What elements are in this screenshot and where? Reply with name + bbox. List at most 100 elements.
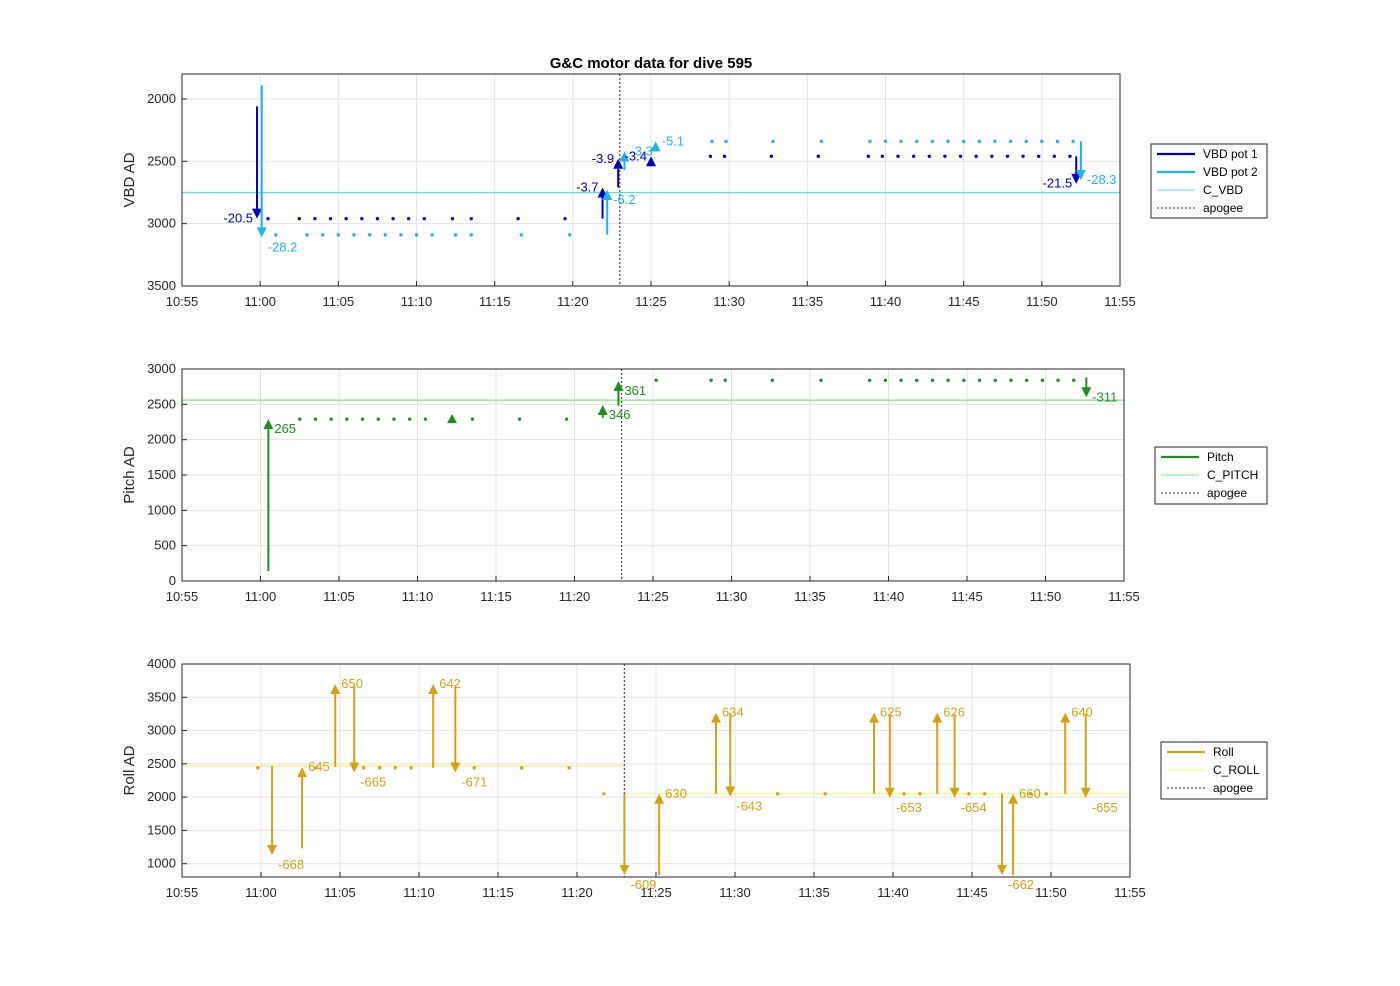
panel-pitch: 10:55 11:00 11:05 11:10 11:15 11:20 11:25 11:30… bbox=[121, 361, 1268, 604]
data-point bbox=[407, 417, 412, 421]
motor-arrow-head bbox=[1060, 712, 1071, 723]
data-point bbox=[1072, 378, 1076, 383]
x-tick-label: 11:45 bbox=[951, 589, 983, 604]
data-point bbox=[990, 154, 994, 159]
motor-arrow-head bbox=[650, 141, 661, 152]
data-point bbox=[866, 154, 871, 159]
data-point bbox=[450, 216, 455, 221]
legend-box bbox=[1150, 143, 1268, 219]
arrow-label: -5.1 bbox=[662, 133, 684, 148]
panels-layer: 10:55 11:00 11:05 11:10 11:15 11:20 11:25 11:30… bbox=[121, 73, 1268, 900]
data-point bbox=[313, 417, 318, 421]
data-point bbox=[1040, 139, 1044, 144]
arrow-label: -609 bbox=[630, 877, 656, 892]
y-tick-label: 1500 bbox=[147, 822, 176, 837]
arrow-label: 630 bbox=[665, 786, 687, 801]
data-point bbox=[1055, 139, 1060, 144]
arrow-label: 660 bbox=[1019, 786, 1041, 801]
motor-arrow-head bbox=[869, 712, 880, 723]
data-point bbox=[993, 139, 997, 144]
y-tick-label: 2000 bbox=[147, 789, 176, 804]
data-point bbox=[880, 154, 885, 159]
motor-arrow-head bbox=[263, 419, 274, 430]
data-point bbox=[709, 378, 713, 383]
arrow-label: -3.4 bbox=[625, 148, 647, 163]
data-point bbox=[1052, 154, 1057, 159]
legend-label: VBD pot 1 bbox=[1203, 147, 1258, 161]
data-point bbox=[393, 766, 397, 770]
data-point bbox=[930, 139, 935, 144]
data-point bbox=[722, 154, 727, 159]
data-point bbox=[708, 154, 713, 159]
data-point bbox=[1071, 139, 1075, 144]
data-point bbox=[943, 154, 947, 159]
legend-label: VBD pot 2 bbox=[1203, 165, 1258, 179]
data-point bbox=[1008, 139, 1013, 144]
x-tick-label: 11:20 bbox=[557, 294, 589, 309]
data-point bbox=[1024, 139, 1028, 144]
y-tick-label: 3000 bbox=[147, 216, 176, 231]
data-point bbox=[470, 417, 475, 421]
legend-label: C_VBD bbox=[1203, 183, 1243, 197]
y-tick-label: 2500 bbox=[147, 396, 176, 411]
arrow-label: -643 bbox=[736, 798, 762, 813]
data-point bbox=[710, 139, 714, 144]
data-point bbox=[967, 792, 971, 796]
data-point bbox=[883, 378, 888, 383]
data-point bbox=[329, 417, 333, 421]
data-point bbox=[918, 792, 922, 796]
x-tick-label: 11:30 bbox=[716, 589, 748, 604]
data-point bbox=[927, 154, 931, 159]
y-tick-label: 1500 bbox=[147, 467, 176, 482]
arrow-label: 625 bbox=[880, 705, 902, 720]
data-point bbox=[392, 417, 396, 421]
y-tick-label: 2500 bbox=[147, 153, 176, 168]
y-axis-label: VBD AD bbox=[121, 152, 138, 207]
y-tick-label: 500 bbox=[154, 538, 176, 553]
arrow-label: -671 bbox=[461, 774, 487, 789]
data-point bbox=[406, 216, 411, 221]
x-tick-label: 11:45 bbox=[948, 294, 980, 309]
data-point bbox=[915, 139, 919, 144]
legend-label: C_ROLL bbox=[1213, 763, 1260, 777]
axes-frame bbox=[181, 663, 1131, 878]
y-tick-label: 2000 bbox=[147, 91, 176, 106]
arrow-label: -20.5 bbox=[223, 211, 253, 226]
data-point bbox=[770, 378, 775, 383]
arrow-label: 634 bbox=[722, 705, 744, 720]
legend-label: apogee bbox=[1203, 201, 1243, 215]
motor-arrow-head bbox=[1071, 173, 1082, 184]
x-tick-label: 11:25 bbox=[635, 294, 667, 309]
legend-label: apogee bbox=[1207, 486, 1247, 500]
x-tick-label: 11:20 bbox=[559, 589, 591, 604]
data-point bbox=[472, 766, 476, 770]
motor-arrow-head bbox=[252, 208, 263, 219]
data-point bbox=[883, 139, 888, 144]
data-point bbox=[902, 792, 906, 796]
data-point bbox=[1005, 154, 1010, 159]
data-point bbox=[930, 378, 935, 383]
data-point bbox=[1044, 792, 1048, 796]
data-point bbox=[336, 233, 341, 237]
x-tick-label: 11:10 bbox=[403, 885, 435, 900]
data-point bbox=[977, 378, 982, 383]
y-tick-label: 3000 bbox=[147, 723, 176, 738]
data-point bbox=[568, 233, 572, 237]
y-tick-label: 1000 bbox=[147, 502, 176, 517]
data-point bbox=[375, 216, 380, 221]
data-point bbox=[399, 233, 403, 237]
data-point bbox=[519, 233, 523, 237]
x-tick-label: 10:55 bbox=[166, 589, 199, 604]
x-tick-label: 11:25 bbox=[640, 885, 672, 900]
arrow-label: 626 bbox=[943, 705, 965, 720]
x-tick-label: 10:55 bbox=[166, 885, 199, 900]
x-tick-label: 11:30 bbox=[719, 885, 751, 900]
arrow-label: -662 bbox=[1008, 877, 1034, 892]
motor-arrow-head bbox=[447, 414, 458, 424]
motor-arrow-head bbox=[932, 712, 943, 723]
data-point bbox=[469, 216, 473, 221]
data-point bbox=[391, 216, 395, 221]
data-point bbox=[360, 417, 365, 421]
data-point bbox=[775, 792, 780, 796]
